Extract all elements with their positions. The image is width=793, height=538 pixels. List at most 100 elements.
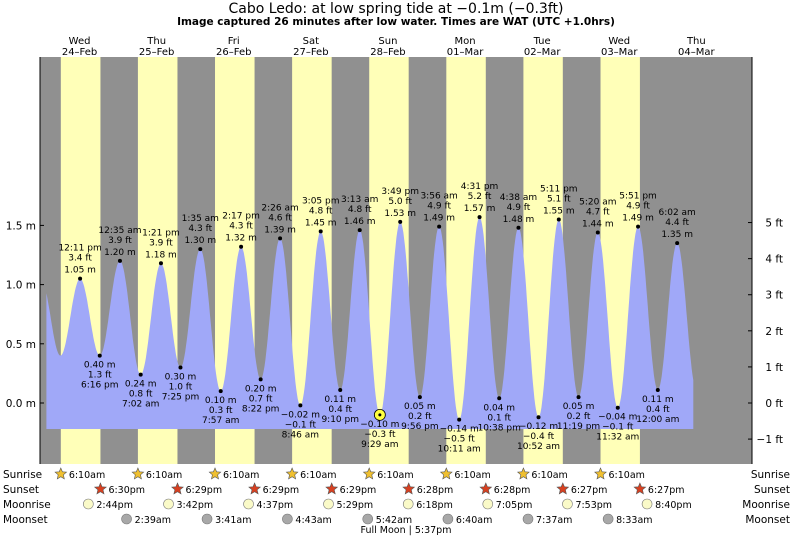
- tide-point: [298, 403, 303, 408]
- moon-phase-text: Full Moon | 5:37pm: [361, 525, 452, 536]
- moon-icon: [243, 498, 254, 510]
- row-time: 6:27pm: [648, 485, 685, 496]
- tide-height-label: −0.12 m: [519, 422, 558, 432]
- tide-point: [536, 415, 541, 420]
- row-label-right: Sunrise: [751, 469, 790, 481]
- tide-time-label: 10:38 pm: [478, 423, 521, 433]
- row-time: 6:10am: [609, 470, 645, 481]
- tide-height-label: 1.53 m: [384, 209, 416, 219]
- moon-icon: [282, 513, 293, 525]
- tide-point: [615, 405, 620, 410]
- tide-time-label: 9:56 pm: [401, 422, 439, 432]
- sun-icon: [362, 467, 376, 480]
- sun-icon: [208, 467, 222, 480]
- tide-ft-label: 3.4 ft: [68, 254, 92, 264]
- tide-time-label: 11:19 pm: [557, 422, 600, 432]
- tide-time-label: 8:46 am: [282, 430, 319, 440]
- tide-water-area: [46, 217, 694, 429]
- tide-time-label: 12:11 pm: [58, 244, 101, 254]
- row-time: 5:42am: [376, 515, 412, 526]
- row-time: 7:53pm: [575, 500, 612, 511]
- tide-time-label: 9:29 am: [361, 440, 398, 450]
- tide-ft-label: 1.3 ft: [88, 371, 112, 381]
- tide-point: [516, 225, 521, 230]
- tide-ft-label: 5.0 ft: [388, 197, 412, 207]
- day-name: Sun: [378, 36, 397, 47]
- moon-icon: [482, 498, 494, 510]
- tide-time-label: 1:21 pm: [142, 228, 180, 238]
- row-time: 8:40pm: [655, 500, 692, 511]
- day-date: 26–Feb: [216, 47, 251, 58]
- tide-height-label: 1.35 m: [661, 230, 693, 240]
- tide-time-label: 4:38 am: [500, 193, 537, 203]
- tide-time-label: 10:11 am: [438, 445, 481, 455]
- tide-ft-label: 1.0 ft: [169, 382, 193, 392]
- tide-ft-label: 5.1 ft: [547, 194, 571, 204]
- tide-height-label: 0.24 m: [125, 380, 157, 390]
- tide-time-label: 12:00 am: [636, 415, 679, 425]
- tide-time-label: 5:11 pm: [540, 184, 578, 194]
- moon-icon: [201, 513, 213, 525]
- sun-icon: [54, 467, 68, 480]
- moon-icon: [362, 513, 374, 525]
- tide-point: [437, 224, 442, 229]
- tide-height-label: 0.11 m: [642, 395, 674, 405]
- tide-ft-label: 0.2 ft: [567, 412, 591, 422]
- sun-icon: [556, 482, 570, 495]
- sun-icon: [131, 467, 145, 480]
- tide-height-label: 1.44 m: [582, 220, 614, 230]
- tide-point: [198, 247, 203, 252]
- moon-icon: [83, 498, 94, 510]
- y-tick-label-right: 3 ft: [765, 290, 783, 302]
- tide-ft-label: 0.2 ft: [408, 412, 432, 422]
- row-time: 6:18pm: [416, 500, 453, 511]
- sun-icon: [479, 482, 493, 495]
- y-tick-label-right: −1 ft: [757, 434, 783, 446]
- tide-height-label: 1.05 m: [64, 266, 96, 276]
- row-label-left: Moonrise: [3, 499, 51, 511]
- y-axis-meters: 1.5 m 1.0 m 0.5 m 0.0 m: [6, 57, 44, 464]
- row-time: 3:41am: [215, 515, 251, 526]
- tide-height-label: 0.11 m: [324, 395, 356, 405]
- current-time-dot: [378, 413, 382, 417]
- row-time: 2:39am: [135, 515, 171, 526]
- tide-time-label: 6:02 am: [658, 208, 695, 218]
- tide-height-label: 1.48 m: [503, 215, 535, 225]
- tide-ft-label: 4.3 ft: [229, 222, 253, 232]
- sun-icon: [285, 467, 299, 480]
- tide-ft-label: 0.3 ft: [209, 406, 233, 416]
- row-time: 6:10am: [377, 470, 413, 481]
- row-time: 6:27pm: [571, 485, 608, 496]
- tide-point: [318, 229, 323, 234]
- tide-ft-label: 3.9 ft: [149, 238, 173, 248]
- row-time: 6:29pm: [185, 485, 222, 496]
- day-headers: Wed24–FebThu25–FebFri26–FebSat27–FebSun2…: [62, 36, 716, 58]
- tide-time-label: 5:20 am: [579, 198, 616, 208]
- tide-height-label: 0.30 m: [165, 372, 197, 382]
- row-time: 6:10am: [454, 470, 490, 481]
- tide-area-path: [46, 217, 694, 429]
- y-tick-label-left: 1.0 m: [6, 280, 36, 292]
- tide-ft-label: 4.9 ft: [507, 203, 531, 213]
- tide-ft-label: 5.2 ft: [468, 192, 492, 202]
- tide-height-label: 1.18 m: [145, 250, 177, 260]
- tide-height-label: 1.39 m: [264, 225, 296, 235]
- tide-time-label: 7:57 am: [202, 416, 239, 426]
- tide-height-label: 1.49 m: [622, 214, 654, 224]
- tide-time-label: 7:02 am: [122, 400, 159, 410]
- tide-height-label: 1.30 m: [184, 236, 216, 246]
- tide-height-label: 1.55 m: [543, 206, 575, 216]
- moon-icon: [163, 498, 174, 510]
- moon-icon: [641, 498, 653, 510]
- sun-icon: [594, 467, 607, 480]
- tide-height-label: 1.57 m: [464, 204, 496, 214]
- sun-icon: [439, 467, 453, 480]
- tide-time-label: 4:31 pm: [461, 182, 499, 192]
- tide-ft-label: −0.3 ft: [364, 430, 396, 440]
- moon-icon: [121, 513, 132, 525]
- moon-icon: [402, 498, 414, 510]
- chart-title: Cabo Ledo: at low spring tide at −0.1m (…: [229, 1, 564, 17]
- chart-subtitle: Image captured 26 minutes after low wate…: [177, 16, 615, 28]
- row-time: 4:43am: [295, 515, 331, 526]
